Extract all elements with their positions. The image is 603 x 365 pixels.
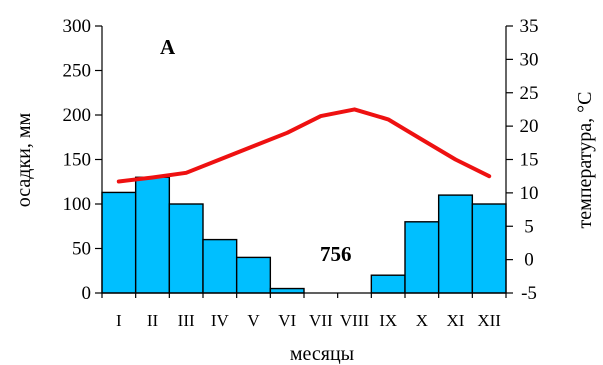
annotation-letter: А	[160, 35, 176, 59]
y-left-tick-label: 200	[63, 105, 92, 126]
precipitation-bar	[168, 203, 204, 294]
x-tick-label: XII	[477, 311, 501, 330]
x-tick-label: VII	[309, 311, 333, 330]
y-right-tick-label: 20	[520, 116, 539, 137]
x-tick-label: X	[416, 311, 428, 330]
y-right-tick-label: 0	[524, 250, 534, 271]
precipitation-bar	[370, 274, 406, 294]
precipitation-bar	[269, 287, 305, 294]
y-axis-left-title: осадки, мм	[13, 112, 35, 207]
y-left-tick-label: 250	[63, 61, 92, 82]
precipitation-bar	[235, 256, 272, 294]
y-right-tick-label: -5	[521, 283, 537, 304]
x-tick-label: VI	[278, 311, 296, 330]
precipitation-bar	[437, 194, 474, 294]
precipitation-bar	[471, 203, 507, 294]
y-left-tick-label: 150	[63, 150, 92, 171]
x-tick-label: I	[116, 311, 122, 330]
y-axis-right-title: температура, °С	[574, 92, 596, 229]
precipitation-bar	[134, 176, 171, 294]
x-tick-label: IX	[379, 311, 397, 330]
x-tick-label: II	[147, 311, 159, 330]
precipitation-bar	[404, 221, 440, 294]
precipitation-bars	[101, 176, 507, 294]
temperature-line	[116, 107, 492, 184]
temperature-line-group	[116, 107, 492, 184]
x-tick-label: XI	[447, 311, 465, 330]
y-right-tick-label: 35	[520, 16, 539, 37]
y-left-tick-label: 100	[63, 194, 92, 215]
y-right-tick-label: 10	[520, 183, 539, 204]
y-left-tick-label: 50	[72, 239, 91, 260]
x-tick-label: V	[247, 311, 260, 330]
precipitation-bar	[101, 191, 137, 294]
x-tick-label: VIII	[340, 311, 370, 330]
precipitation-bar	[202, 238, 238, 294]
y-left-tick-label: 0	[82, 283, 92, 304]
y-right-tick-label: 30	[520, 49, 539, 70]
y-right-tick-label: 5	[524, 216, 534, 237]
labels: месяцы осадки, мм температура, °С А 756	[13, 35, 596, 365]
y-right-tick-label: 25	[520, 83, 539, 104]
annotation-value: 756	[320, 242, 352, 266]
x-tick-label: III	[178, 311, 195, 330]
y-right-tick-label: 15	[520, 150, 539, 171]
x-tick-label: IV	[211, 311, 230, 330]
y-left-tick-label: 300	[63, 16, 92, 37]
x-axis-title: месяцы	[290, 343, 354, 365]
